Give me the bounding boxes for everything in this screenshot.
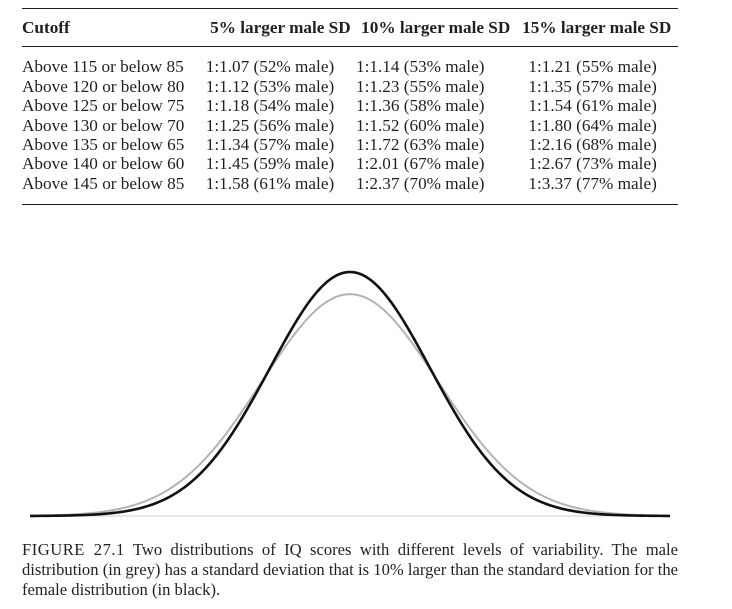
results-table-container: Cutoff 5% larger male SD 10% larger male… [22,8,678,205]
cell-15pct: 1:1.80 (64% male) [528,115,657,135]
cell-cutoff: Above 145 or below 85 [22,173,185,193]
cell-cutoff: Above 125 or below 75 [22,96,185,116]
cell-10pct: 1:1.23 (55% male) [356,76,485,96]
header-5pct: 5% larger male SD [210,18,351,37]
cell-5pct: 1:1.58 (61% male) [205,173,335,193]
table-row: Above 130 or below 70 1:1.25 (56% male) … [22,116,678,135]
cell-5pct: 1:1.45 (59% male) [205,154,335,174]
cell-15pct: 1:1.35 (57% male) [528,76,657,96]
table-row: Above 120 or below 80 1:1.12 (53% male) … [22,77,678,96]
cell-cutoff: Above 135 or below 65 [22,135,185,155]
table-row: Above 145 or below 85 1:1.58 (61% male) … [22,174,678,205]
table-row: Above 140 or below 60 1:1.45 (59% male) … [22,154,678,173]
table-row: Above 115 or below 85 1:1.07 (52% male) … [22,47,678,77]
distribution-figure [30,262,670,524]
cell-10pct: 1:1.36 (58% male) [356,96,485,116]
cell-cutoff: Above 115 or below 85 [22,57,184,77]
cell-5pct: 1:1.34 (57% male) [205,135,335,155]
distribution-plot [30,270,670,518]
male-distribution-curve [30,293,670,517]
caption-text: Two distributions of IQ scores with diff… [22,540,678,599]
header-10pct: 10% larger male SD [361,18,511,37]
cell-10pct: 1:1.52 (60% male) [356,115,485,135]
table-row: Above 135 or below 65 1:1.34 (57% male) … [22,135,678,154]
cell-10pct: 1:1.14 (53% male) [356,57,485,77]
cell-10pct: 1:2.37 (70% male) [356,173,485,193]
header-cutoff: Cutoff [22,18,70,37]
cell-15pct: 1:2.16 (68% male) [528,135,657,155]
figure-caption: FIGURE 27.1 Two distributions of IQ scor… [22,540,678,600]
cell-15pct: 1:3.37 (77% male) [528,173,657,193]
header-15pct: 15% larger male SD [522,18,672,37]
table-row: Above 125 or below 75 1:1.18 (54% male) … [22,96,678,115]
female-distribution-curve [30,270,670,518]
variability-ratio-table: Cutoff 5% larger male SD 10% larger male… [22,8,678,205]
cell-cutoff: Above 140 or below 60 [22,154,185,174]
cell-5pct: 1:1.12 (53% male) [205,76,335,96]
cell-10pct: 1:2.01 (67% male) [356,154,485,174]
cell-5pct: 1:1.07 (52% male) [205,57,335,77]
cell-5pct: 1:1.25 (56% male) [205,115,335,135]
cell-cutoff: Above 120 or below 80 [22,76,185,96]
cell-15pct: 1:1.54 (61% male) [528,96,657,116]
cell-10pct: 1:1.72 (63% male) [356,135,485,155]
cell-5pct: 1:1.18 (54% male) [205,96,335,116]
caption-label: FIGURE 27.1 [22,540,125,559]
cell-15pct: 1:1.21 (55% male) [528,57,657,77]
cell-cutoff: Above 130 or below 70 [22,115,185,135]
cell-15pct: 1:2.67 (73% male) [528,154,657,174]
table-header-row: Cutoff 5% larger male SD 10% larger male… [22,8,678,47]
